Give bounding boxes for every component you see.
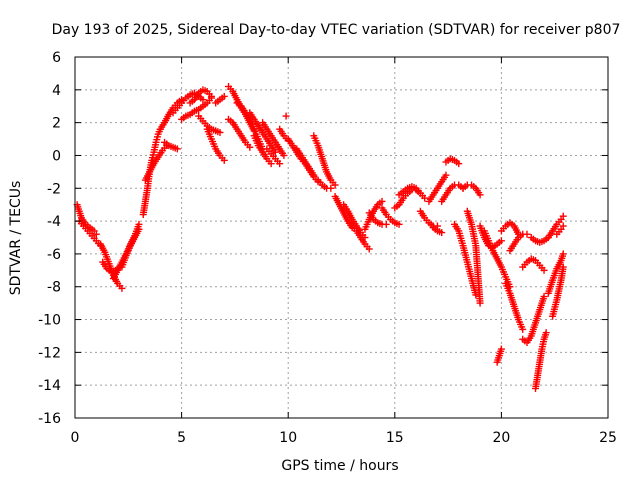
y-tick-label: -4 [47,214,61,230]
data-point [199,96,207,104]
y-axis-label: SDTVAR / TECUs [8,181,24,296]
data-points [73,83,567,392]
data-point [216,128,224,136]
data-point [207,92,215,100]
data-point [497,237,505,245]
data-point [246,143,254,151]
x-axis-label: GPS time / hours [281,458,398,474]
data-point [476,299,484,307]
x-tick-label: 10 [279,430,297,446]
data-point [365,245,373,253]
data-point [271,148,279,156]
y-tick-label: -14 [38,378,61,394]
y-tick-label: -2 [47,181,61,197]
y-tick-label: -10 [38,313,61,329]
data-point [331,181,339,189]
y-axis-ticks: 6 4 2 0 -2 -4 -6 -8 -10 -12 -14 -16 [38,50,608,427]
data-point [559,263,567,271]
data-point [540,293,548,301]
data-point [497,345,505,353]
grid [75,57,608,418]
data-point [438,229,446,237]
y-tick-label: 2 [52,116,61,132]
plot-frame [74,56,609,419]
data-point [282,112,290,120]
data-point [395,220,403,228]
data-point [523,230,531,238]
data-point [276,160,284,168]
x-tick-label: 20 [492,430,510,446]
data-point [476,191,484,199]
data-point [559,222,567,230]
x-tick-label: 15 [386,430,404,446]
data-point [267,160,275,168]
data-point [310,171,318,179]
data-point [519,325,527,333]
data-point [421,194,429,202]
data-point [542,329,550,337]
data-point [382,220,390,228]
data-point [92,230,100,238]
x-axis-ticks: 0 5 10 15 20 25 [71,57,617,446]
x-tick-label: 5 [177,430,186,446]
data-point [118,284,126,292]
x-tick-label: 0 [71,430,80,446]
y-tick-label: -12 [38,345,61,361]
data-point [135,225,143,233]
data-point [442,171,450,179]
chart-title: Day 193 of 2025, Sidereal Day-to-day VTE… [52,22,621,38]
y-tick-label: -16 [38,411,61,427]
y-tick-label: -6 [47,247,61,263]
data-point [220,156,228,164]
data-point [540,266,548,274]
data-point [280,151,288,159]
data-point [378,197,386,205]
data-point [559,250,567,258]
data-point [173,145,181,153]
data-point [327,184,335,192]
y-tick-label: 0 [52,148,61,164]
y-tick-label: 4 [52,83,61,99]
data-point [455,160,463,168]
y-tick-label: 6 [52,50,61,66]
data-point [220,92,228,100]
x-tick-label: 25 [599,430,617,446]
data-point [559,212,567,220]
y-tick-label: -8 [47,280,61,296]
